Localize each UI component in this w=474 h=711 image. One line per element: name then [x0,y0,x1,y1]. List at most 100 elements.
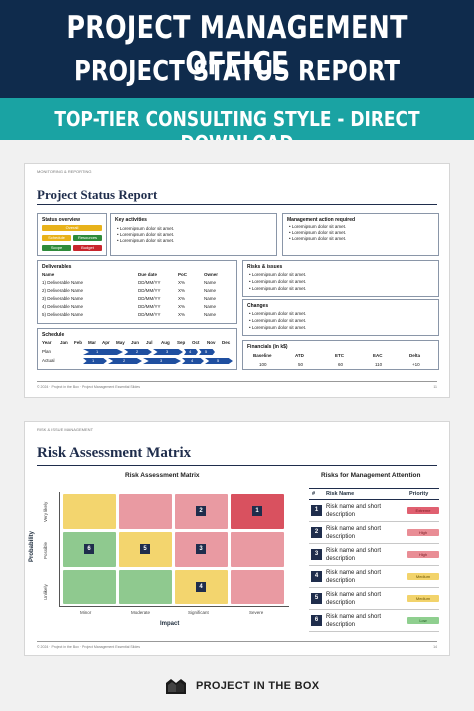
y-tick: Very likely [43,501,48,522]
table-cell: 5) Deliverable Name [42,312,84,317]
risk-marker: 4 [196,582,206,592]
bullet-item: • Loremipsum dolor sit amet. [289,230,347,235]
plan-step: 3 [166,349,169,354]
month-label: Sep [177,340,186,345]
plan-step: 2 [136,349,139,354]
actual-chevron [182,358,204,364]
title-rule [37,204,437,205]
bullet-item: • Loremipsum dolor sit amet. [289,224,347,229]
bullet-item: • Loremipsum dolor sit amet. [289,236,347,241]
actual-step: 5 [217,358,220,363]
box-heading: Schedule [42,332,65,338]
col-header: Due date [138,272,158,277]
row-divider [309,587,439,588]
row-divider [309,609,439,610]
priority-badge: High [407,551,439,558]
table-cell: X% [178,304,186,309]
table-cell: DD/MM/YY [138,296,161,301]
month-label: Aug [161,340,170,345]
row-divider [309,521,439,522]
fin-header: Baseline [253,353,272,358]
attention-title: Risks for Management Attention [321,472,421,479]
key-activities-box: Key activities • Loremipsum dolor sit am… [110,213,277,256]
box-heading: Financials (in k$) [247,344,288,350]
table-cell: 2) Deliverable Name [42,288,84,293]
plan-step: 5 [205,349,208,354]
year-label: Year [42,340,52,345]
fin-value: +10 [412,362,420,367]
status-pill-budget: Budget [73,245,102,251]
actual-label: Actual [42,358,55,363]
box-heading: Status overview [42,217,81,223]
table-cell: DD/MM/YY [138,280,161,285]
table-header: Risk Name [326,491,355,497]
row-divider [309,543,439,544]
risk-description: Risk name and short description [326,592,382,606]
risk-number: 6 [311,615,322,626]
actual-chevron [108,358,142,364]
actual-step: 2 [123,358,126,363]
actual-step: 1 [92,358,95,363]
bullet-item: • Loremipsum dolor sit amet. [117,226,175,231]
table-header: Priority [409,491,429,497]
plan-chevron [124,349,152,355]
risk-description: Risk name and short description [326,548,382,562]
col-header: Name [42,272,55,277]
schedule-grid: Year Jan Feb Mar Apr May Jun Jul Aug Sep… [42,340,234,368]
plan-chevron [83,349,123,355]
risk-description: Risk name and short description [326,504,382,518]
table-header-rule [309,499,439,500]
matrix-cell [119,494,172,529]
table-cell: 1) Deliverable Name [42,280,84,285]
priority-badge: Low [407,617,439,624]
management-action-box: Management action required • Loremipsum … [282,213,439,256]
table-cell: Name [204,280,217,285]
bullet-item: • Loremipsum dolor sit amet. [249,272,307,277]
status-report-slide: MONITORING & REPORTING Project Status Re… [24,163,450,398]
actual-step: 3 [160,358,163,363]
table-cell: Name [204,304,217,309]
box-heading: Key activities [115,217,147,223]
actual-step: 4 [191,358,194,363]
fin-value: 60 [338,362,344,367]
month-label: Jun [131,340,140,345]
month-label: Mar [88,340,97,345]
matrix-cell [231,532,284,567]
risk-marker: 1 [252,506,262,516]
plan-chevron [199,349,215,355]
table-cell: Name [204,288,217,293]
financials-box: Financials (in k$) Baseline ATD ETC EAC … [242,340,439,370]
plan-step: 4 [189,349,192,354]
risk-number: 4 [311,571,322,582]
bullet-item: • Loremipsum dolor sit amet. [249,286,307,291]
month-label: Feb [74,340,83,345]
table-cell: X% [178,312,186,317]
table-cell: DD/MM/YY [138,288,161,293]
slide-title: Risk Assessment Matrix [37,445,192,461]
x-axis-line [59,606,289,607]
deliverables-box: Deliverables Name Due date PoC Owner 1) … [37,260,237,324]
status-pill-scope: Scope [42,245,71,251]
table-cell: X% [178,288,186,293]
bullet-item: • Loremipsum dolor sit amet. [249,325,307,330]
matrix-cell [231,570,284,604]
actual-chevron [83,358,107,364]
x-axis-label: Impact [160,621,180,627]
matrix-cell [63,494,116,529]
box-heading: Changes [247,303,269,309]
risk-number: 2 [311,527,322,538]
status-pill-resources: Resources [73,235,102,241]
risk-description: Risk name and short description [326,614,382,628]
fin-header: ATD [295,353,304,358]
plan-step: 1 [96,349,99,354]
row-divider [309,565,439,566]
risks-issues-box: Risks & issues • Loremipsum dolor sit am… [242,260,439,297]
risk-number: 1 [311,505,322,516]
page-number: 14 [433,645,437,649]
table-cell: Name [204,296,217,301]
row-divider [309,631,439,632]
status-overview-box: Status overview Overall Schedule Resourc… [37,213,107,256]
matrix-cell [119,570,172,604]
y-axis-label: Probability [29,530,35,562]
plan-chevron [184,349,198,355]
